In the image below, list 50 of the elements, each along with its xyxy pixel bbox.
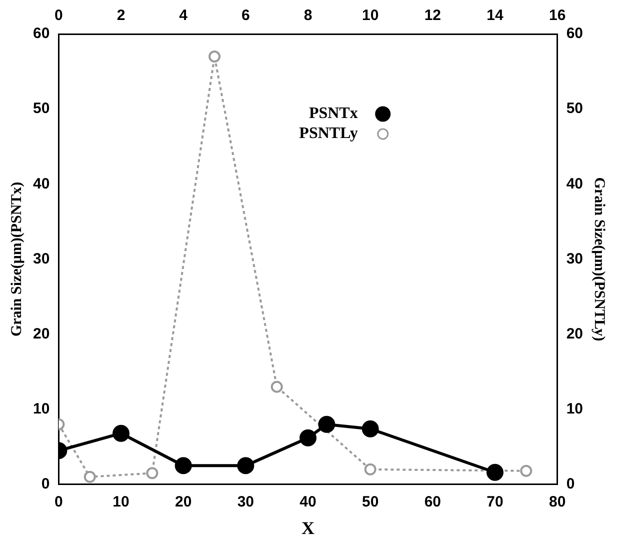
y-tick-label: 60 bbox=[32, 25, 50, 42]
x-tick-label: 70 bbox=[486, 494, 504, 511]
x2-tick-label: 4 bbox=[179, 7, 188, 24]
point bbox=[84, 470, 96, 483]
point bbox=[174, 457, 192, 474]
y-tick-label: 40 bbox=[32, 175, 50, 192]
point bbox=[300, 429, 316, 446]
x-axis-title: X bbox=[302, 518, 314, 538]
y2-tick-label: 60 bbox=[566, 25, 584, 42]
x-tick-label: 0 bbox=[54, 494, 63, 511]
point bbox=[486, 464, 504, 481]
y-tick-label: 20 bbox=[32, 325, 50, 342]
x2-tick-label: 14 bbox=[486, 7, 504, 24]
x-tick-label: 50 bbox=[362, 494, 379, 511]
legend-label: PSNTLy bbox=[299, 125, 358, 142]
y2-tick-label: 30 bbox=[566, 250, 584, 268]
y2-tick-label: 40 bbox=[566, 175, 584, 192]
y-tick-label: 0 bbox=[41, 476, 50, 493]
y-tick-label: 30 bbox=[32, 250, 50, 268]
y-tick-label: 10 bbox=[32, 400, 50, 418]
x2-tick-label: 12 bbox=[424, 7, 441, 24]
y2-tick-label: 0 bbox=[566, 476, 575, 493]
point bbox=[146, 467, 158, 480]
x2-tick-label: 0 bbox=[54, 7, 63, 24]
point bbox=[318, 416, 336, 433]
x2-tick-label: 16 bbox=[548, 7, 566, 24]
point bbox=[362, 420, 379, 438]
point bbox=[208, 50, 221, 63]
point bbox=[237, 457, 254, 474]
y2-tick-label: 50 bbox=[566, 100, 584, 118]
x2-tick-label: 8 bbox=[304, 7, 312, 24]
x2-tick-label: 6 bbox=[242, 7, 250, 24]
x-tick-label: 80 bbox=[548, 494, 566, 511]
point bbox=[520, 464, 532, 477]
x-tick-label: 20 bbox=[175, 494, 192, 511]
y2-tick-label: 20 bbox=[566, 325, 584, 342]
x-tick-label: 10 bbox=[112, 494, 130, 511]
point bbox=[112, 424, 130, 442]
x2-tick-label: 2 bbox=[116, 7, 126, 24]
y2-axis-title: Grain Size(μm)(PSNTLy) bbox=[591, 177, 608, 342]
y2-tick-label: 10 bbox=[566, 400, 584, 418]
x-tick-label: 30 bbox=[237, 494, 254, 511]
y-tick-label: 50 bbox=[32, 100, 50, 118]
legend-label: PSNTx bbox=[308, 105, 358, 122]
point bbox=[270, 380, 283, 393]
x-tick-label: 60 bbox=[424, 494, 441, 511]
y-axis-title: Grain Size(μm)(PSNTx) bbox=[8, 182, 25, 337]
x-tick-label: 40 bbox=[300, 494, 316, 511]
x2-tick-label: 10 bbox=[362, 7, 379, 24]
point bbox=[364, 463, 376, 476]
